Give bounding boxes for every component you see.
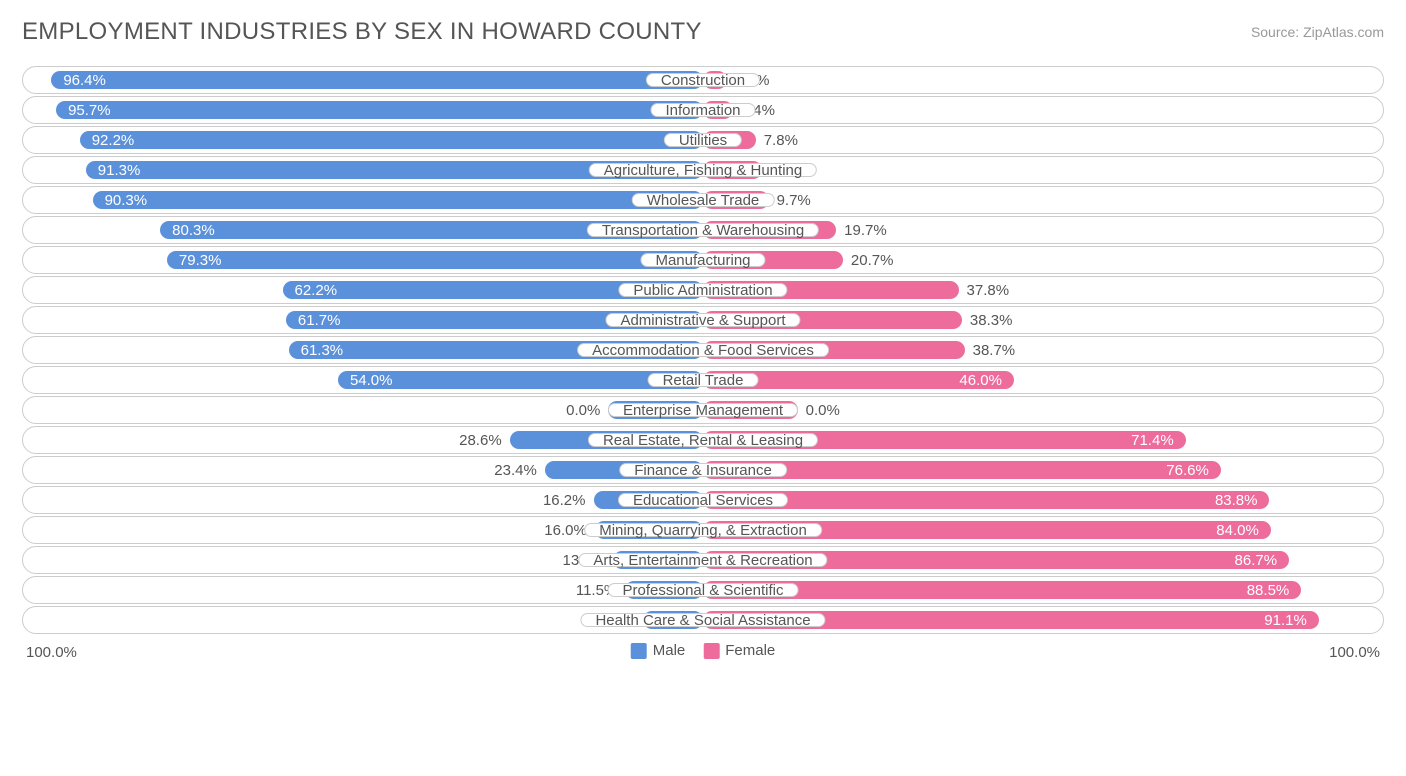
legend-item-male: Male — [631, 642, 686, 659]
bar-row: 0.0% 0.0%Enterprise Management — [22, 396, 1384, 424]
pct-label-female: 9.7% — [769, 191, 1379, 209]
pct-label-female: 38.3% — [962, 311, 1379, 329]
legend-swatch-female — [703, 643, 719, 659]
bar-row: 28.6%71.4%Real Estate, Rental & Leasing — [22, 426, 1384, 454]
chart-legend: Male Female — [631, 642, 776, 659]
pct-label-female: 7.8% — [756, 131, 1379, 149]
category-label: Construction — [646, 73, 760, 87]
bar-row: 16.0%84.0%Mining, Quarrying, & Extractio… — [22, 516, 1384, 544]
bar-row: 90.3% 9.7%Wholesale Trade — [22, 186, 1384, 214]
category-label: Utilities — [664, 133, 742, 147]
bar-row: 11.5%88.5%Professional & Scientific — [22, 576, 1384, 604]
pct-label-female: 19.7% — [836, 221, 1379, 239]
bar-row: 8.9%91.1%Health Care & Social Assistance — [22, 606, 1384, 634]
category-label: Accommodation & Food Services — [577, 343, 829, 357]
pct-label-female: 8.8% — [762, 161, 1379, 179]
legend-label-male: Male — [653, 642, 686, 659]
pct-label-male: 95.7% — [56, 101, 703, 119]
bar-row: 96.4% 3.6%Construction — [22, 66, 1384, 94]
category-label: Finance & Insurance — [619, 463, 787, 477]
category-label: Educational Services — [618, 493, 788, 507]
diverging-bar-chart: 96.4% 3.6%Construction 95.7% 4.4%Informatio… — [22, 66, 1384, 634]
bar-row: 23.4%76.6%Finance & Insurance — [22, 456, 1384, 484]
legend-label-female: Female — [725, 642, 775, 659]
pct-label-male: 23.4% — [27, 461, 545, 479]
pct-label-male: 96.4% — [51, 71, 703, 89]
pct-label-male: 13.3% — [27, 551, 613, 569]
legend-swatch-male — [631, 643, 647, 659]
pct-label-female: 20.7% — [843, 251, 1379, 269]
category-label: Retail Trade — [648, 373, 759, 387]
pct-label-female: 37.8% — [959, 281, 1379, 299]
chart-header: EMPLOYMENT INDUSTRIES BY SEX IN HOWARD C… — [22, 18, 1384, 46]
legend-item-female: Female — [703, 642, 775, 659]
pct-label-male: 28.6% — [27, 431, 510, 449]
category-label: Professional & Scientific — [608, 583, 799, 597]
category-label: Wholesale Trade — [632, 193, 775, 207]
pct-label-female: 0.0% — [798, 401, 1379, 419]
axis-label-left: 100.0% — [26, 644, 77, 661]
pct-label-male: 8.9% — [27, 611, 643, 629]
pct-label-male: 92.2% — [80, 131, 703, 149]
bar-row: 62.2%37.8%Public Administration — [22, 276, 1384, 304]
category-label: Enterprise Management — [608, 403, 798, 417]
pct-label-male: 16.2% — [27, 491, 594, 509]
bar-row: 54.0%46.0%Retail Trade — [22, 366, 1384, 394]
bar-row: 13.3%86.7%Arts, Entertainment & Recreati… — [22, 546, 1384, 574]
category-label: Transportation & Warehousing — [587, 223, 819, 237]
category-label: Agriculture, Fishing & Hunting — [589, 163, 817, 177]
bar-row: 91.3%8.8%Agriculture, Fishing & Hunting — [22, 156, 1384, 184]
pct-label-male: 90.3% — [93, 191, 703, 209]
bar-row: 80.3%19.7%Transportation & Warehousing — [22, 216, 1384, 244]
pct-label-male: 0.0% — [27, 401, 608, 419]
category-label: Information — [650, 103, 755, 117]
bar-row: 79.3% 20.7% Manufacturing — [22, 246, 1384, 274]
category-label: Real Estate, Rental & Leasing — [588, 433, 818, 447]
pct-label-male: 79.3% — [167, 251, 703, 269]
chart-axis: 100.0% Male Female 100.0% — [22, 640, 1384, 672]
category-label: Public Administration — [618, 283, 787, 297]
bar-row: 16.2%83.8%Educational Services — [22, 486, 1384, 514]
pct-label-male: 11.5% — [27, 581, 625, 599]
axis-label-right: 100.0% — [1329, 644, 1380, 661]
pct-label-male: 16.0% — [27, 521, 595, 539]
category-label: Manufacturing — [640, 253, 765, 267]
chart-source: Source: ZipAtlas.com — [1251, 24, 1384, 40]
pct-label-female: 4.4% — [733, 101, 1379, 119]
category-label: Arts, Entertainment & Recreation — [578, 553, 827, 567]
bar-row: 95.7% 4.4%Information — [22, 96, 1384, 124]
bar-row: 61.3%38.7%Accommodation & Food Services — [22, 336, 1384, 364]
pct-label-female: 3.6% — [727, 71, 1379, 89]
category-label: Mining, Quarrying, & Extraction — [584, 523, 822, 537]
category-label: Administrative & Support — [605, 313, 800, 327]
category-label: Health Care & Social Assistance — [580, 613, 825, 627]
bar-row: 92.2% 7.8% Utilities — [22, 126, 1384, 154]
chart-title: EMPLOYMENT INDUSTRIES BY SEX IN HOWARD C… — [22, 18, 702, 46]
bar-row: 61.7%38.3%Administrative & Support — [22, 306, 1384, 334]
pct-label-female: 38.7% — [965, 341, 1379, 359]
